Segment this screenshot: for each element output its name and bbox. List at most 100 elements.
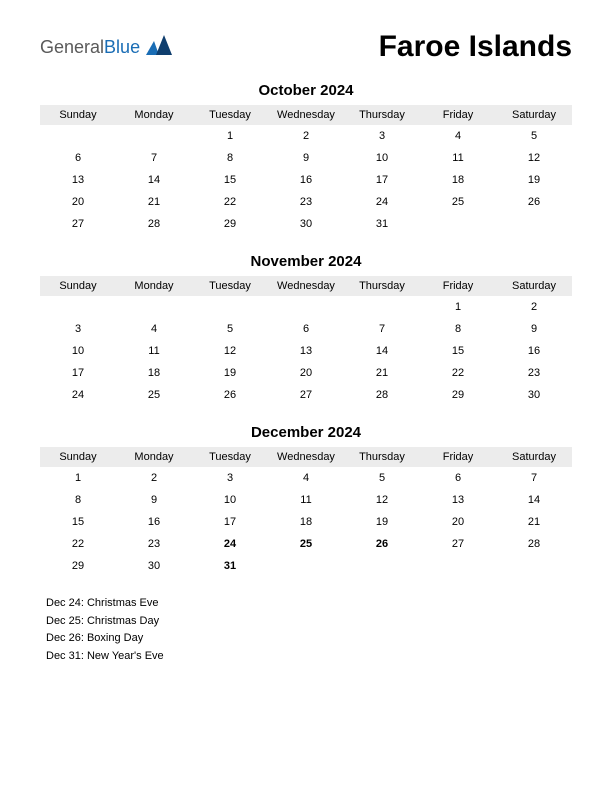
day-header: Saturday xyxy=(496,105,572,125)
table-row: 12345 xyxy=(40,125,572,147)
day-cell: 27 xyxy=(268,384,344,406)
day-cell: 12 xyxy=(344,489,420,511)
day-cell: 10 xyxy=(192,489,268,511)
day-header: Sunday xyxy=(40,447,116,467)
day-cell: 3 xyxy=(40,318,116,340)
day-cell: 5 xyxy=(496,125,572,147)
day-cell: 8 xyxy=(40,489,116,511)
day-cell xyxy=(116,296,192,318)
day-cell: 26 xyxy=(192,384,268,406)
day-cell xyxy=(420,213,496,235)
day-cell: 2 xyxy=(116,467,192,489)
table-row: 6789101112 xyxy=(40,147,572,169)
day-header: Tuesday xyxy=(192,447,268,467)
day-cell: 5 xyxy=(344,467,420,489)
day-cell: 9 xyxy=(116,489,192,511)
day-cell: 3 xyxy=(192,467,268,489)
day-cell: 23 xyxy=(116,533,192,555)
table-row: 24252627282930 xyxy=(40,384,572,406)
table-row: 22232425262728 xyxy=(40,533,572,555)
day-cell: 2 xyxy=(268,125,344,147)
day-cell: 26 xyxy=(344,533,420,555)
day-cell: 29 xyxy=(192,213,268,235)
day-cell: 25 xyxy=(420,191,496,213)
page-title: Faroe Islands xyxy=(379,30,572,64)
day-header: Saturday xyxy=(496,447,572,467)
day-cell: 20 xyxy=(268,362,344,384)
day-header: Friday xyxy=(420,447,496,467)
month-block: November 2024SundayMondayTuesdayWednesda… xyxy=(40,253,572,406)
day-cell: 4 xyxy=(420,125,496,147)
day-cell: 18 xyxy=(268,511,344,533)
day-cell: 18 xyxy=(116,362,192,384)
day-cell: 19 xyxy=(192,362,268,384)
day-cell: 23 xyxy=(496,362,572,384)
table-row: 15161718192021 xyxy=(40,511,572,533)
day-cell: 9 xyxy=(268,147,344,169)
day-cell: 28 xyxy=(344,384,420,406)
day-cell xyxy=(344,555,420,577)
day-header: Thursday xyxy=(344,105,420,125)
day-cell: 11 xyxy=(116,340,192,362)
month-block: October 2024SundayMondayTuesdayWednesday… xyxy=(40,82,572,235)
day-cell: 12 xyxy=(496,147,572,169)
day-cell: 2 xyxy=(496,296,572,318)
day-cell: 22 xyxy=(192,191,268,213)
day-header: Sunday xyxy=(40,105,116,125)
day-cell: 18 xyxy=(420,169,496,191)
day-cell xyxy=(344,296,420,318)
day-cell xyxy=(192,296,268,318)
logo: GeneralBlue xyxy=(40,35,172,60)
day-cell: 21 xyxy=(116,191,192,213)
day-cell: 23 xyxy=(268,191,344,213)
day-cell: 17 xyxy=(344,169,420,191)
day-cell: 26 xyxy=(496,191,572,213)
day-header: Friday xyxy=(420,105,496,125)
holiday-entry: Dec 25: Christmas Day xyxy=(46,613,572,631)
day-cell: 31 xyxy=(344,213,420,235)
day-cell: 6 xyxy=(40,147,116,169)
day-cell xyxy=(268,296,344,318)
calendar-table: SundayMondayTuesdayWednesdayThursdayFrid… xyxy=(40,276,572,406)
table-row: 1234567 xyxy=(40,467,572,489)
day-cell: 10 xyxy=(344,147,420,169)
day-cell xyxy=(496,213,572,235)
month-title: October 2024 xyxy=(40,82,572,99)
day-cell: 9 xyxy=(496,318,572,340)
day-cell xyxy=(268,555,344,577)
month-block: December 2024SundayMondayTuesdayWednesda… xyxy=(40,424,572,577)
day-cell: 13 xyxy=(268,340,344,362)
day-cell: 13 xyxy=(420,489,496,511)
table-row: 293031 xyxy=(40,555,572,577)
day-cell: 28 xyxy=(116,213,192,235)
day-cell xyxy=(40,296,116,318)
day-header: Tuesday xyxy=(192,105,268,125)
day-cell: 13 xyxy=(40,169,116,191)
day-cell xyxy=(116,125,192,147)
day-cell: 22 xyxy=(40,533,116,555)
day-cell: 27 xyxy=(420,533,496,555)
day-cell: 15 xyxy=(40,511,116,533)
day-cell: 8 xyxy=(192,147,268,169)
day-header: Wednesday xyxy=(268,447,344,467)
calendars-container: October 2024SundayMondayTuesdayWednesday… xyxy=(40,82,572,577)
logo-text-blue: Blue xyxy=(104,37,140,57)
day-cell xyxy=(40,125,116,147)
day-cell: 17 xyxy=(192,511,268,533)
logo-mark-icon xyxy=(146,35,172,60)
day-cell: 17 xyxy=(40,362,116,384)
day-cell: 28 xyxy=(496,533,572,555)
table-row: 13141516171819 xyxy=(40,169,572,191)
day-cell: 27 xyxy=(40,213,116,235)
day-cell: 16 xyxy=(116,511,192,533)
day-cell: 10 xyxy=(40,340,116,362)
day-cell: 29 xyxy=(420,384,496,406)
day-cell: 4 xyxy=(116,318,192,340)
day-header: Monday xyxy=(116,105,192,125)
holidays-list: Dec 24: Christmas EveDec 25: Christmas D… xyxy=(40,595,572,665)
table-row: 17181920212223 xyxy=(40,362,572,384)
day-cell: 7 xyxy=(496,467,572,489)
day-header: Monday xyxy=(116,447,192,467)
table-row: 3456789 xyxy=(40,318,572,340)
day-cell: 16 xyxy=(268,169,344,191)
